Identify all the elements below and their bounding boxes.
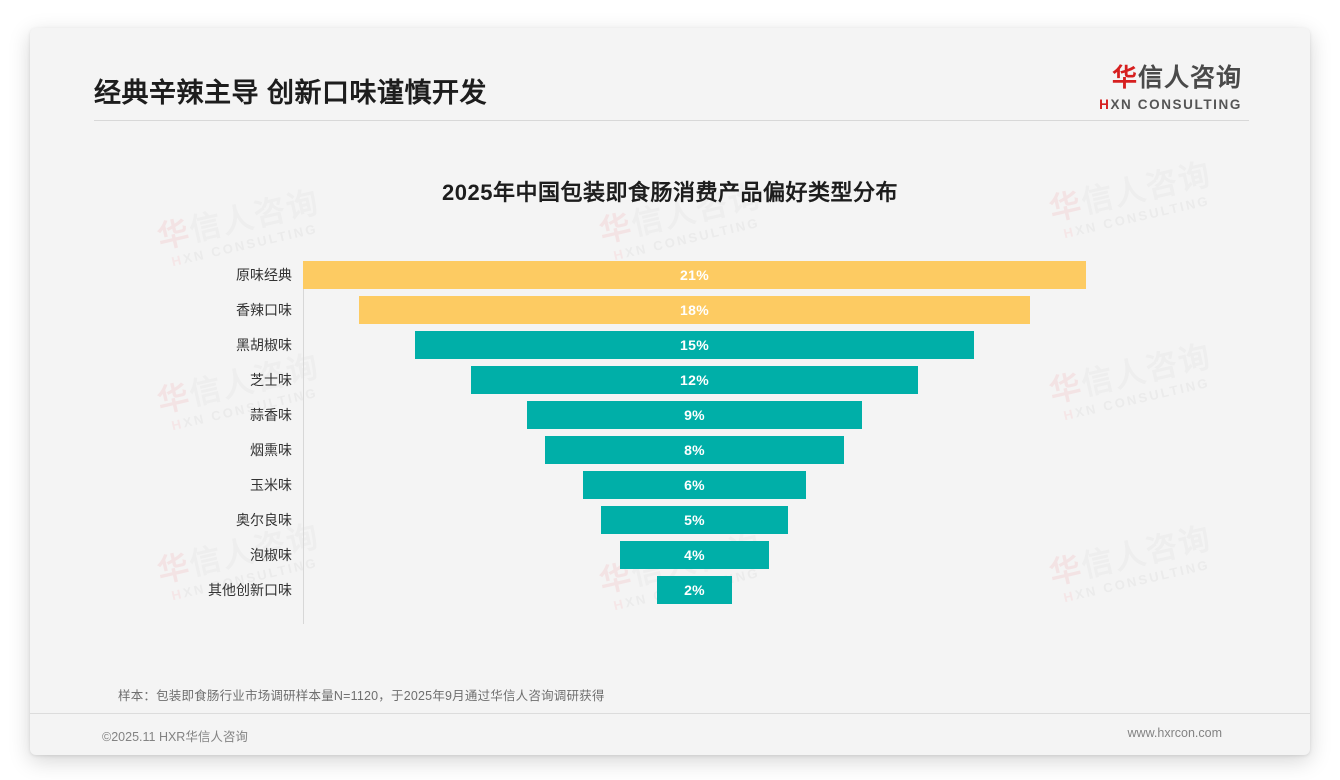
bar-value-label: 2% [684,582,705,598]
bar-row: 烟熏味 8% [30,433,1310,468]
bar-value-label: 18% [680,302,709,318]
slide-header: 经典辛辣主导 创新口味谨慎开发 华信人咨询 HXN CONSULTING [30,28,1310,121]
bar-category-label: 奥尔良味 [236,512,292,528]
bar-list: 原味经典 21% 香辣口味 18% 黑胡椒味 15% 芝士味 12% 蒜香味 9% 烟熏味 8% 玉米味… [30,258,1310,608]
bar-row: 泡椒味 4% [30,538,1310,573]
bar-value-label: 12% [680,372,709,388]
bar-row: 奥尔良味 5% [30,503,1310,538]
bar-row: 芝士味 12% [30,363,1310,398]
bar-value-label: 6% [684,477,705,493]
chart-axis-line [303,262,304,624]
funnel-bar-chart: 原味经典 21% 香辣口味 18% 黑胡椒味 15% 芝士味 12% 蒜香味 9% 烟熏味 8% 玉米味… [30,258,1310,628]
bar-row: 黑胡椒味 15% [30,328,1310,363]
bar-segment[interactable]: 18% [358,296,1031,324]
bar-value-label: 9% [684,407,705,423]
bar-category-label: 原味经典 [236,267,292,283]
bar-value-label: 15% [680,337,709,353]
bar-segment[interactable]: 2% [657,576,732,604]
bar-row: 蒜香味 9% [30,398,1310,433]
bar-segment[interactable]: 4% [619,541,770,569]
slide-card: 华信人咨询 HXN CONSULTING 华信人咨询 HXN CONSULTIN… [30,28,1310,755]
bar-segment[interactable]: 15% [414,331,975,359]
header-divider [94,120,1249,121]
page-title: 经典辛辣主导 创新口味谨慎开发 [94,78,488,108]
bar-category-label: 泡椒味 [250,547,292,563]
source-note: 样本：包装即食肠行业市场调研样本量N=1120，于2025年9月通过华信人咨询调… [118,689,605,703]
bar-value-label: 21% [680,267,709,283]
bar-value-label: 5% [684,512,705,528]
chart-area: 2025年中国包装即食肠消费产品偏好类型分布 原味经典 21% 香辣口味 18% 黑胡椒… [30,120,1310,680]
bar-category-label: 玉米味 [250,477,292,493]
bar-category-label: 香辣口味 [236,302,292,318]
logo-cn-red: 华 [1111,64,1138,92]
bar-category-label: 其他创新口味 [208,582,292,598]
bar-segment[interactable]: 12% [470,366,919,394]
bar-category-label: 芝士味 [250,372,292,388]
chart-title: 2025年中国包装即食肠消费产品偏好类型分布 [442,180,898,205]
footer-divider [30,713,1310,714]
bar-row: 玉米味 6% [30,468,1310,503]
bar-row: 其他创新口味 2% [30,573,1310,608]
bar-segment[interactable]: 21% [303,261,1086,289]
bar-category-label: 黑胡椒味 [236,337,292,353]
logo-en-red: H [1099,97,1111,112]
bar-segment[interactable]: 8% [545,436,844,464]
footer-copyright: ©2025.11 HXR华信人咨询 [102,730,248,744]
bar-segment[interactable]: 9% [526,401,863,429]
footer-url[interactable]: www.hxrcon.com [1127,726,1222,740]
bar-category-label: 烟熏味 [250,442,292,458]
slide-footer: ©2025.11 HXR华信人咨询 www.hxrcon.com [30,714,1310,755]
logo-cn-dark: 信人咨询 [1137,64,1242,92]
logo-en-rest: XN CONSULTING [1110,97,1242,112]
bar-value-label: 4% [684,547,705,563]
bar-value-label: 8% [684,442,705,458]
bar-category-label: 蒜香味 [250,407,292,423]
bar-row: 香辣口味 18% [30,293,1310,328]
bar-segment[interactable]: 6% [582,471,807,499]
bar-segment[interactable]: 5% [601,506,788,534]
bar-row: 原味经典 21% [30,258,1310,293]
brand-logo: 华信人咨询 HXN CONSULTING [1099,66,1242,112]
